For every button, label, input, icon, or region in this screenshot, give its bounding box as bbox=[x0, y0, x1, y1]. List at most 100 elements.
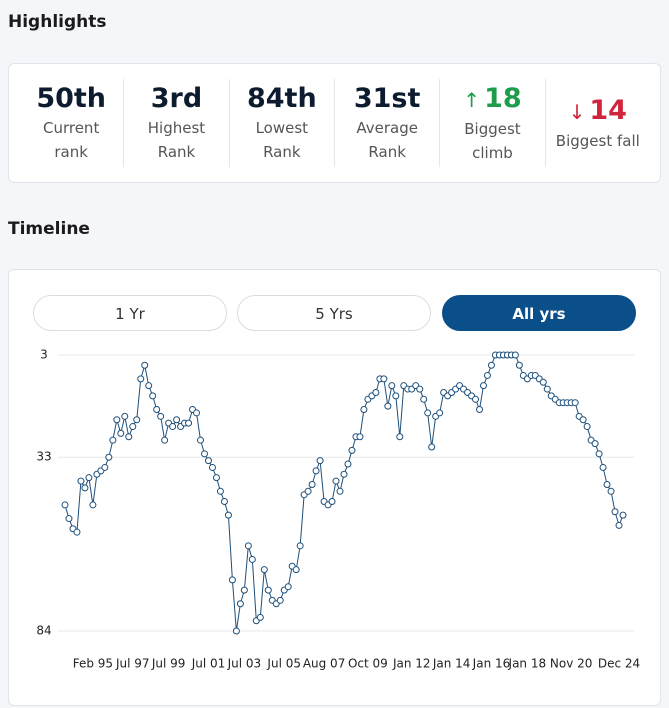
rank-point bbox=[149, 392, 157, 400]
x-tick-label: Jan 18 bbox=[508, 657, 547, 671]
x-tick-label: Nov 20 bbox=[550, 657, 593, 671]
rank-point bbox=[607, 487, 615, 495]
y-tick-label: 3 bbox=[40, 348, 48, 362]
rank-point bbox=[161, 436, 169, 444]
y-tick-label: 84 bbox=[36, 624, 51, 638]
x-tick-label: Feb 95 bbox=[73, 657, 113, 671]
rank-point bbox=[436, 409, 444, 417]
rank-point bbox=[216, 487, 224, 495]
rank-point bbox=[372, 388, 380, 396]
rank-point bbox=[476, 406, 484, 414]
stat-value: 14 bbox=[589, 94, 627, 126]
stat-label: Highest Rank bbox=[147, 119, 206, 161]
stat: 31st Average Rank bbox=[335, 79, 441, 167]
rank-point bbox=[296, 542, 304, 550]
rank-point bbox=[511, 351, 519, 359]
range-button[interactable]: 5 Yrs bbox=[237, 295, 431, 331]
rank-point bbox=[312, 467, 320, 475]
stat: 84th Lowest Rank bbox=[230, 79, 335, 167]
stat-value: 3rd bbox=[150, 83, 203, 114]
x-tick-label: Jul 99 bbox=[151, 657, 186, 671]
rank-point bbox=[113, 416, 121, 424]
x-tick-label: Jul 03 bbox=[227, 657, 262, 671]
rank-point bbox=[284, 583, 292, 591]
stat-value: 31st bbox=[353, 83, 421, 114]
highlights-card: 50th Current rank 3rd Highest Rank 84th Low… bbox=[8, 63, 661, 183]
y-tick-label: 33 bbox=[36, 450, 51, 464]
rank-point bbox=[236, 600, 244, 608]
stat: ↑ 18 Biggest climb bbox=[440, 79, 546, 167]
x-tick-label: Aug 07 bbox=[303, 657, 346, 671]
rank-point bbox=[340, 470, 348, 478]
rank-point bbox=[348, 446, 356, 454]
rank-point bbox=[141, 361, 149, 369]
range-button[interactable]: 1 Yr bbox=[33, 295, 227, 331]
rank-point bbox=[117, 429, 125, 437]
x-tick-label: Jul 05 bbox=[266, 657, 301, 671]
rank-point bbox=[173, 416, 181, 424]
stat: 50th Current rank bbox=[19, 79, 125, 167]
rank-point bbox=[125, 433, 133, 441]
rank-point bbox=[244, 542, 252, 550]
rank-point bbox=[157, 412, 165, 420]
rank-point bbox=[153, 406, 161, 414]
stat-label: Current rank bbox=[42, 119, 100, 161]
rank-point bbox=[308, 480, 316, 488]
stat-label: Biggest climb bbox=[464, 119, 521, 162]
stat-value-row: ↓ 14 bbox=[546, 94, 650, 129]
rank-point bbox=[483, 371, 491, 379]
stat-value: 50th bbox=[36, 83, 107, 114]
rank-point bbox=[228, 576, 236, 584]
x-tick-label: Jan 12 bbox=[392, 657, 431, 671]
rank-point bbox=[185, 419, 193, 427]
rank-point bbox=[392, 392, 400, 400]
rank-point bbox=[539, 378, 547, 386]
x-tick-label: Oct 09 bbox=[348, 657, 388, 671]
rank-point bbox=[595, 450, 603, 458]
stat-label: Lowest Rank bbox=[255, 119, 309, 161]
stat-label: Biggest fall bbox=[555, 131, 640, 150]
x-tick-label: Jan 16 bbox=[472, 657, 511, 671]
rank-point bbox=[133, 416, 141, 424]
rank-point bbox=[428, 443, 436, 451]
rank-point bbox=[73, 528, 81, 536]
rank-point bbox=[344, 460, 352, 468]
rank-point bbox=[384, 402, 392, 410]
rank-point bbox=[193, 409, 201, 417]
rank-point bbox=[121, 412, 129, 420]
rank-point bbox=[583, 423, 591, 431]
rank-point bbox=[256, 613, 264, 621]
rank-point bbox=[396, 433, 404, 441]
stat-value: 18 bbox=[484, 82, 522, 114]
rank-point bbox=[543, 385, 551, 393]
rank-point bbox=[416, 385, 424, 393]
rank-point bbox=[328, 498, 336, 506]
rank-point bbox=[224, 511, 232, 519]
stat-value-row: ↑ 18 bbox=[440, 82, 544, 117]
rank-point bbox=[579, 416, 587, 424]
range-button[interactable]: All yrs bbox=[442, 295, 636, 331]
rank-point bbox=[472, 395, 480, 403]
stat: 3rd Highest Rank bbox=[124, 79, 230, 167]
rank-point bbox=[197, 436, 205, 444]
rank-point bbox=[264, 586, 272, 594]
rank-point bbox=[212, 474, 220, 482]
rank-point bbox=[85, 474, 93, 482]
rank-point bbox=[220, 498, 228, 506]
rank-point bbox=[129, 423, 137, 431]
rank-point bbox=[316, 457, 324, 465]
rank-point bbox=[61, 501, 69, 509]
rank-point bbox=[65, 515, 73, 523]
rank-line bbox=[64, 354, 624, 632]
stat-value: 84th bbox=[246, 83, 317, 114]
rank-point bbox=[380, 375, 388, 383]
rank-point bbox=[480, 382, 487, 390]
rank-point bbox=[292, 566, 300, 574]
rank-point bbox=[599, 463, 607, 471]
rank-point bbox=[77, 477, 85, 485]
rank-point bbox=[388, 382, 396, 390]
rank-point bbox=[109, 436, 117, 444]
rank-point bbox=[276, 596, 284, 604]
